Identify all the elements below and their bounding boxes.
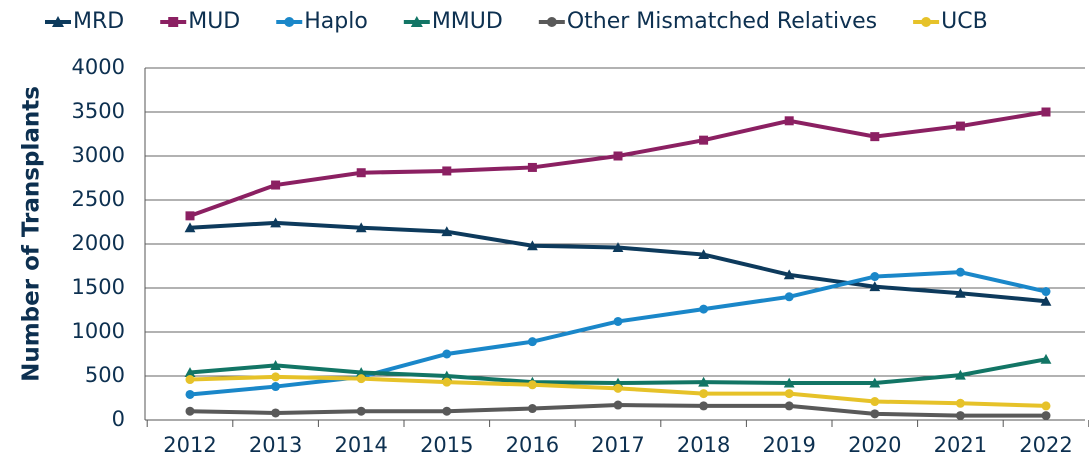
marker [442, 377, 452, 387]
marker [870, 272, 880, 282]
legend-marker [410, 16, 423, 27]
marker [527, 380, 537, 390]
marker [271, 180, 281, 190]
y-tick-label: 500 [85, 363, 125, 387]
marker [441, 226, 453, 237]
legend-marker [168, 17, 179, 27]
marker [442, 349, 452, 359]
marker [783, 269, 795, 280]
marker [441, 370, 453, 381]
marker [955, 287, 966, 298]
marker [699, 401, 709, 411]
marker [784, 401, 794, 411]
marker [955, 121, 965, 131]
marker [527, 404, 537, 414]
marker [527, 337, 537, 347]
y-axis-label: Number of Transplants [19, 86, 45, 382]
line [189, 220, 1047, 304]
legend-marker [284, 17, 295, 27]
marker [870, 397, 880, 407]
marker [527, 162, 537, 172]
x-tick-label: 2017 [591, 433, 644, 457]
marker [1040, 353, 1052, 364]
x-tick-label: 2019 [762, 433, 815, 457]
marker [1041, 401, 1051, 411]
marker [613, 151, 623, 161]
x-tick-label: 2021 [934, 433, 987, 457]
marker [355, 222, 367, 233]
marker [270, 217, 281, 228]
x-tick-label: 2020 [848, 433, 901, 457]
y-tick-label: 4000 [72, 55, 125, 79]
legend-label: Other Mismatched Relatives [567, 9, 877, 34]
y-tick-label: 2000 [72, 231, 125, 255]
marker [442, 406, 452, 416]
marker [784, 389, 794, 399]
marker [1041, 287, 1051, 297]
y-tick-label: 3500 [72, 99, 125, 123]
legend-marker [546, 17, 557, 27]
y-tick-label: 2500 [72, 187, 125, 211]
marker [442, 166, 452, 176]
marker [185, 389, 195, 399]
marker [185, 406, 195, 416]
marker [356, 168, 366, 178]
legend-label: MRD [73, 9, 124, 34]
y-tick-label: 1000 [72, 319, 125, 343]
x-tick-label: 2013 [249, 433, 302, 457]
y-tick-label: 0 [112, 407, 125, 431]
marker [784, 116, 794, 126]
legend-label: MMUD [432, 9, 503, 34]
marker [613, 383, 623, 393]
x-tick-label: 2018 [677, 433, 730, 457]
marker [271, 382, 281, 392]
marker [699, 304, 709, 314]
marker [1041, 411, 1051, 421]
marker [185, 211, 195, 221]
marker [698, 376, 709, 387]
marker [955, 411, 965, 421]
x-tick-label: 2022 [1019, 433, 1072, 457]
x-tick-label: 2012 [163, 433, 216, 457]
marker [613, 400, 623, 410]
legend-label: UCB [941, 9, 988, 34]
marker [271, 372, 281, 382]
marker [356, 374, 366, 384]
legend-marker [52, 16, 64, 27]
marker [698, 249, 709, 260]
marker [356, 406, 366, 416]
x-tick-label: 2015 [420, 433, 473, 457]
marker [870, 409, 880, 419]
marker [1041, 107, 1051, 117]
legend-label: Haplo [304, 9, 368, 34]
legend-marker [921, 17, 932, 27]
marker [613, 316, 623, 326]
marker [270, 360, 281, 370]
x-tick-label: 2016 [506, 433, 559, 457]
marker [783, 377, 795, 388]
y-tick-label: 1500 [72, 275, 125, 299]
marker [184, 367, 196, 377]
marker [184, 222, 196, 233]
marker [955, 369, 966, 380]
marker [612, 242, 624, 253]
marker [1040, 295, 1052, 306]
marker [527, 240, 538, 251]
marker [355, 367, 367, 377]
marker [699, 135, 709, 145]
marker [869, 377, 881, 388]
y-tick-label: 3000 [72, 143, 125, 167]
marker [271, 408, 281, 418]
legend-label: MUD [188, 9, 240, 34]
x-tick-label: 2014 [334, 433, 387, 457]
marker [870, 132, 880, 142]
marker [955, 398, 965, 408]
marker [185, 375, 195, 385]
marker [955, 267, 965, 277]
marker [699, 389, 709, 399]
marker [784, 292, 794, 302]
marker [869, 281, 881, 292]
